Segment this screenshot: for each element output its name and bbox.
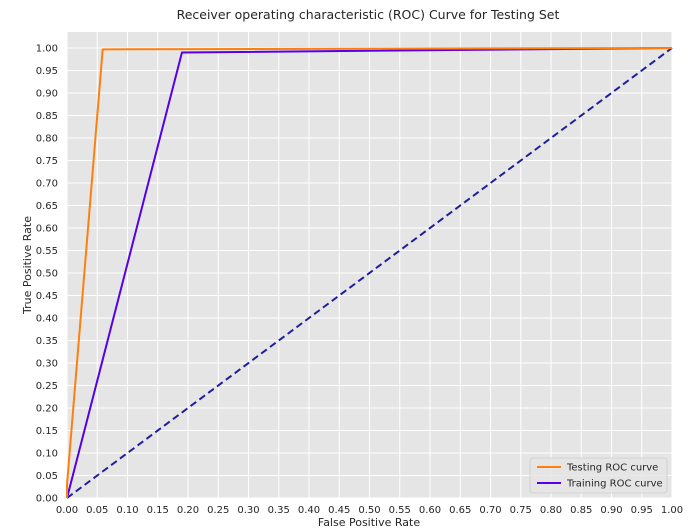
x-axis-label: False Positive Rate [318, 516, 420, 529]
y-tick-label: 0.60 [36, 224, 58, 235]
y-tick-label: 0.90 [36, 89, 58, 100]
x-tick-label: 0.35 [268, 505, 290, 516]
y-tick-label: 0.25 [36, 381, 58, 392]
series-line-testing-roc-curve [66, 47, 673, 498]
y-tick-label: 0.95 [36, 66, 58, 77]
y-tick-label: 0.10 [36, 449, 58, 460]
y-tick-label: 0.80 [36, 134, 58, 145]
y-tick-label: 0.35 [36, 336, 58, 347]
x-tick-label: 0.95 [631, 505, 653, 516]
x-tick-label: 0.10 [116, 505, 138, 516]
x-tick-label: 0.85 [570, 505, 592, 516]
x-tick-label: 0.70 [479, 505, 501, 516]
y-tick-label: 0.00 [36, 494, 58, 505]
y-tick-label: 0.70 [36, 179, 58, 190]
legend: Testing ROC curve Training ROC curve [529, 457, 668, 494]
y-tick-label: 1.00 [36, 44, 58, 55]
legend-entry: Testing ROC curve [566, 463, 658, 474]
series-layer [66, 47, 673, 499]
y-tick-label: 0.20 [36, 404, 58, 415]
grid-lines [66, 32, 673, 499]
y-tick-label: 0.65 [36, 201, 58, 212]
reference-diagonal-line [66, 47, 673, 499]
y-tick-label: 0.40 [36, 314, 58, 325]
y-axis-label: True Positive Rate [21, 216, 34, 315]
y-tick-label: 0.85 [36, 111, 58, 122]
y-tick-label: 0.30 [36, 359, 58, 370]
x-tick-label: 0.00 [56, 505, 78, 516]
x-tick-label: 0.80 [540, 505, 562, 516]
x-tick-label: 1.00 [661, 505, 683, 516]
legend-entry: Training ROC curve [566, 479, 663, 490]
y-tick-label: 0.50 [36, 269, 58, 280]
x-tick-labels: 0.00 0.05 0.10 0.15 0.20 0.25 0.30 0.35 0.40 0.45… [56, 505, 683, 516]
chart-title: Receiver operating characteristic (ROC) … [177, 7, 560, 22]
y-tick-label: 0.45 [36, 291, 58, 302]
x-tick-label: 0.25 [207, 505, 229, 516]
x-tick-label: 0.65 [449, 505, 471, 516]
y-tick-label: 0.15 [36, 426, 58, 437]
x-tick-label: 0.90 [600, 505, 622, 516]
x-tick-label: 0.40 [298, 505, 320, 516]
y-tick-label: 0.05 [36, 471, 58, 482]
y-tick-label: 0.55 [36, 246, 58, 257]
x-tick-label: 0.45 [328, 505, 350, 516]
x-tick-label: 0.55 [389, 505, 411, 516]
x-tick-label: 0.60 [419, 505, 441, 516]
legend-box [529, 457, 668, 494]
x-tick-label: 0.50 [358, 505, 380, 516]
x-tick-label: 0.75 [510, 505, 532, 516]
x-tick-label: 0.15 [147, 505, 169, 516]
x-tick-label: 0.05 [86, 505, 108, 516]
y-tick-label: 0.75 [36, 156, 58, 167]
x-tick-label: 0.30 [237, 505, 259, 516]
x-tick-label: 0.20 [177, 505, 199, 516]
y-tick-labels: 0.00 0.05 0.10 0.15 0.20 0.25 0.30 0.35 0.40 0.45… [36, 44, 58, 505]
series-line-training-roc-curve [66, 47, 673, 499]
